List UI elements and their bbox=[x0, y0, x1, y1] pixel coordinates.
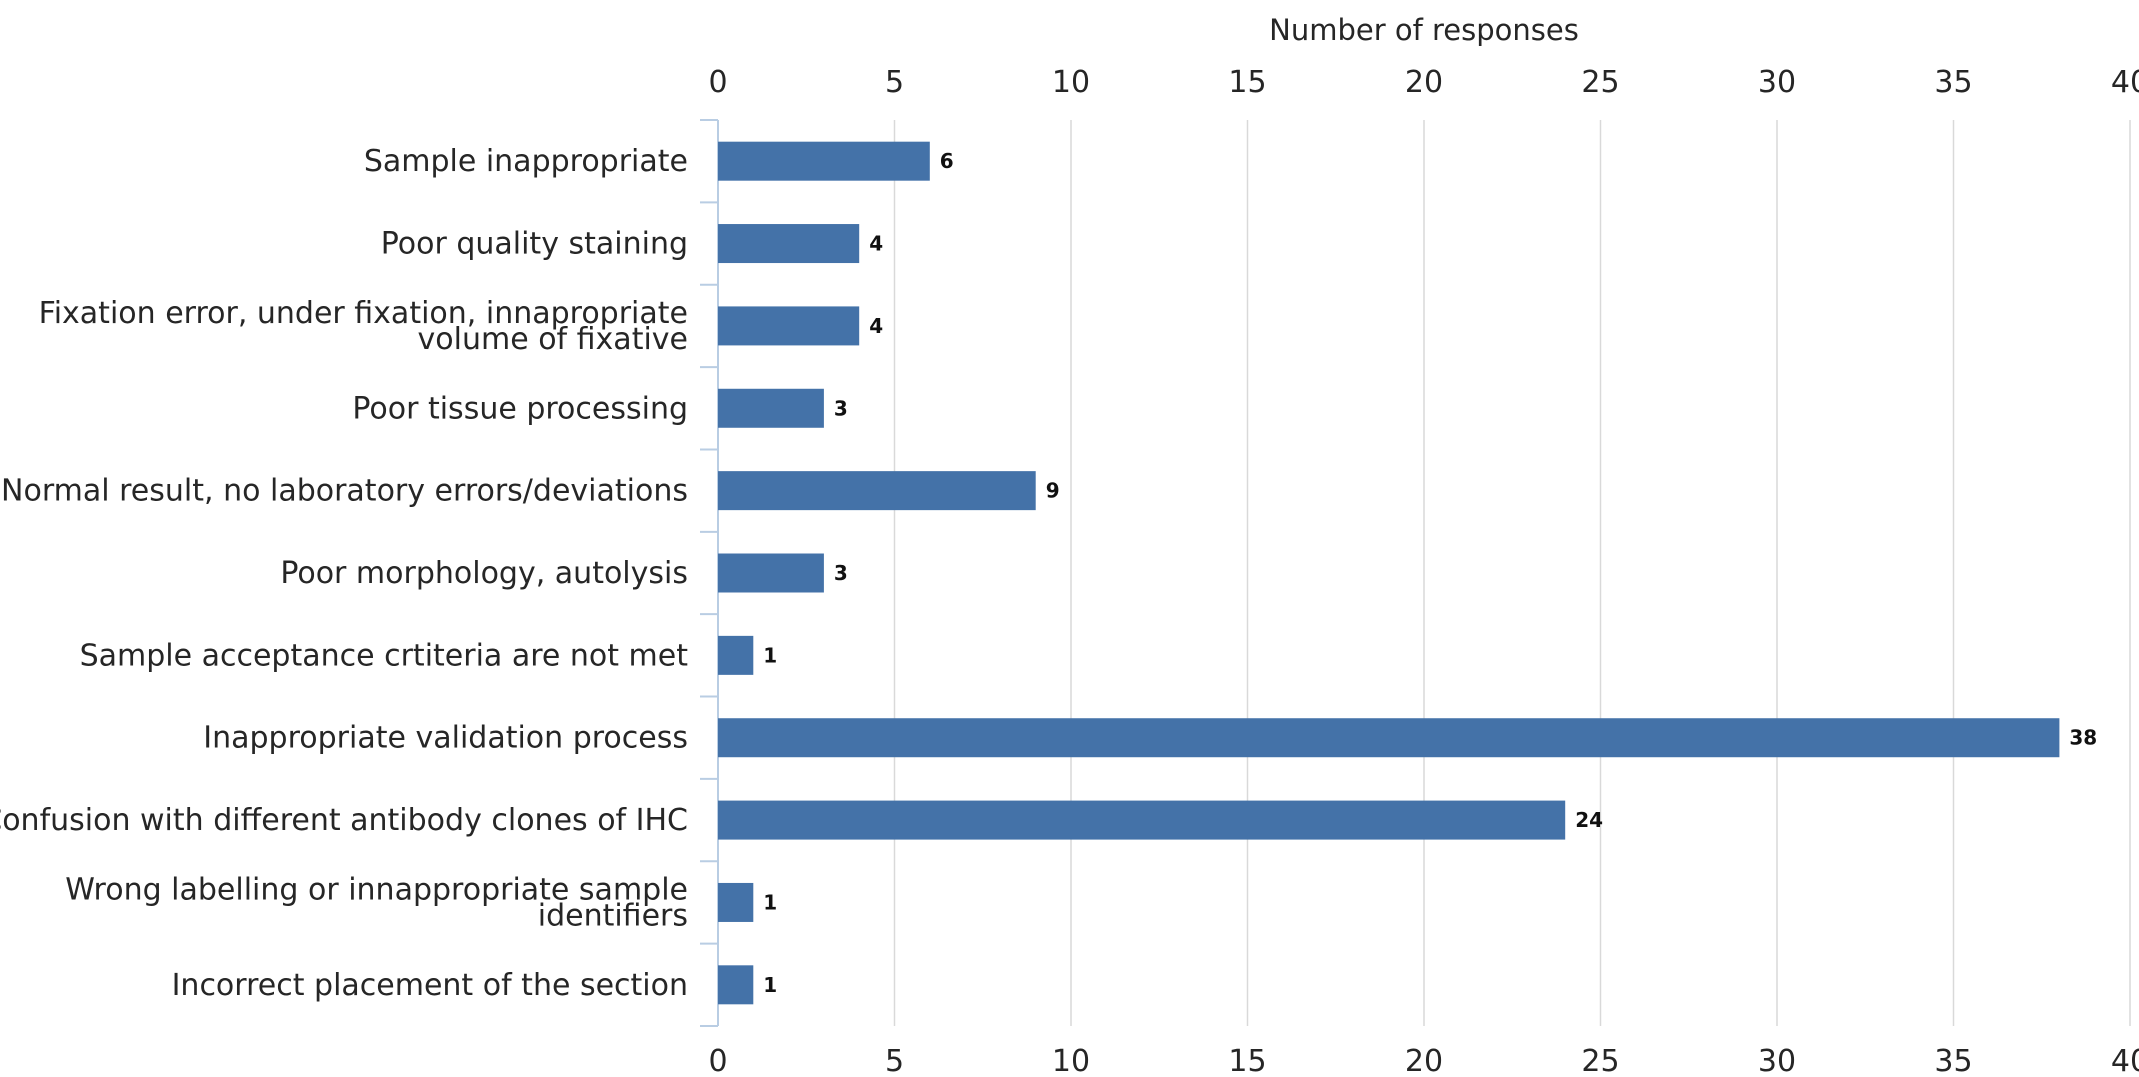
x-axis-title: Number of responses bbox=[1269, 13, 1579, 47]
data-label: 4 bbox=[869, 232, 883, 256]
x-tick-label-top: 40 bbox=[2111, 65, 2139, 100]
x-tick-label-bottom: 35 bbox=[1934, 1044, 1972, 1077]
data-label: 3 bbox=[834, 396, 848, 420]
x-tick-label-bottom: 30 bbox=[1758, 1044, 1796, 1077]
bar bbox=[718, 882, 754, 922]
category-label: Fixation error, under fixation, innaprop… bbox=[39, 296, 688, 357]
category-label: Sample acceptance crtiteria are not met bbox=[80, 638, 689, 673]
x-tick-label-top: 35 bbox=[1934, 65, 1972, 100]
data-label: 1 bbox=[763, 890, 777, 914]
category-labels: Sample inappropriate Poor quality stainin… bbox=[0, 144, 688, 1003]
x-axis-top: 0 5 10 15 20 25 30 35 40 bbox=[708, 65, 2139, 100]
data-label: 24 bbox=[1575, 808, 1603, 832]
data-label: 38 bbox=[2069, 726, 2097, 750]
category-label: Poor tissue processing bbox=[352, 391, 688, 426]
bar bbox=[718, 141, 930, 181]
data-label: 9 bbox=[1046, 479, 1060, 503]
data-labels: 6 4 4 3 9 3 1 38 24 1 1 bbox=[763, 149, 2097, 997]
category-label: Normal result, no laboratory errors/devi… bbox=[1, 474, 688, 509]
x-tick-label-top: 0 bbox=[708, 65, 727, 100]
x-tick-label-top: 15 bbox=[1228, 65, 1266, 100]
category-label: Inappropriate validation process bbox=[203, 721, 688, 756]
category-label: Sample inappropriate bbox=[364, 144, 688, 179]
bar bbox=[718, 553, 824, 593]
x-tick-label-bottom: 20 bbox=[1405, 1044, 1443, 1077]
data-label: 3 bbox=[834, 561, 848, 585]
gridlines bbox=[893, 120, 2131, 1026]
x-tick-label-top: 20 bbox=[1405, 65, 1443, 100]
category-label: Incorrect placement of the section bbox=[172, 968, 688, 1003]
y-axis bbox=[700, 119, 719, 1027]
x-tick-label-top: 5 bbox=[885, 65, 904, 100]
x-tick-label-bottom: 0 bbox=[708, 1044, 727, 1077]
data-label: 4 bbox=[869, 314, 883, 338]
x-tick-label-top: 10 bbox=[1052, 65, 1090, 100]
bar bbox=[718, 224, 860, 264]
category-label: Poor morphology, autolysis bbox=[280, 556, 688, 591]
bar bbox=[718, 388, 824, 428]
data-label: 1 bbox=[763, 643, 777, 667]
category-label: Confusion with different antibody clones… bbox=[0, 803, 688, 838]
bar bbox=[718, 800, 1566, 840]
bar bbox=[718, 635, 754, 675]
x-tick-label-bottom: 5 bbox=[885, 1044, 904, 1077]
bars bbox=[718, 141, 2060, 1005]
x-tick-label-bottom: 10 bbox=[1052, 1044, 1090, 1077]
bar bbox=[718, 718, 2060, 758]
category-label: Poor quality staining bbox=[381, 227, 688, 262]
x-tick-label-top: 30 bbox=[1758, 65, 1796, 100]
bar bbox=[718, 306, 860, 346]
x-tick-label-bottom: 25 bbox=[1581, 1044, 1619, 1077]
data-label: 6 bbox=[940, 149, 954, 173]
bar bbox=[718, 965, 754, 1005]
x-tick-label-top: 25 bbox=[1581, 65, 1619, 100]
x-axis-bottom: 0 5 10 15 20 25 30 35 40 bbox=[708, 1044, 2139, 1077]
x-tick-label-bottom: 15 bbox=[1228, 1044, 1266, 1077]
category-label: Wrong labelling or innappropriate sample… bbox=[65, 872, 688, 933]
x-tick-label-bottom: 40 bbox=[2111, 1044, 2139, 1077]
data-label: 1 bbox=[763, 973, 777, 997]
bar bbox=[718, 471, 1036, 511]
